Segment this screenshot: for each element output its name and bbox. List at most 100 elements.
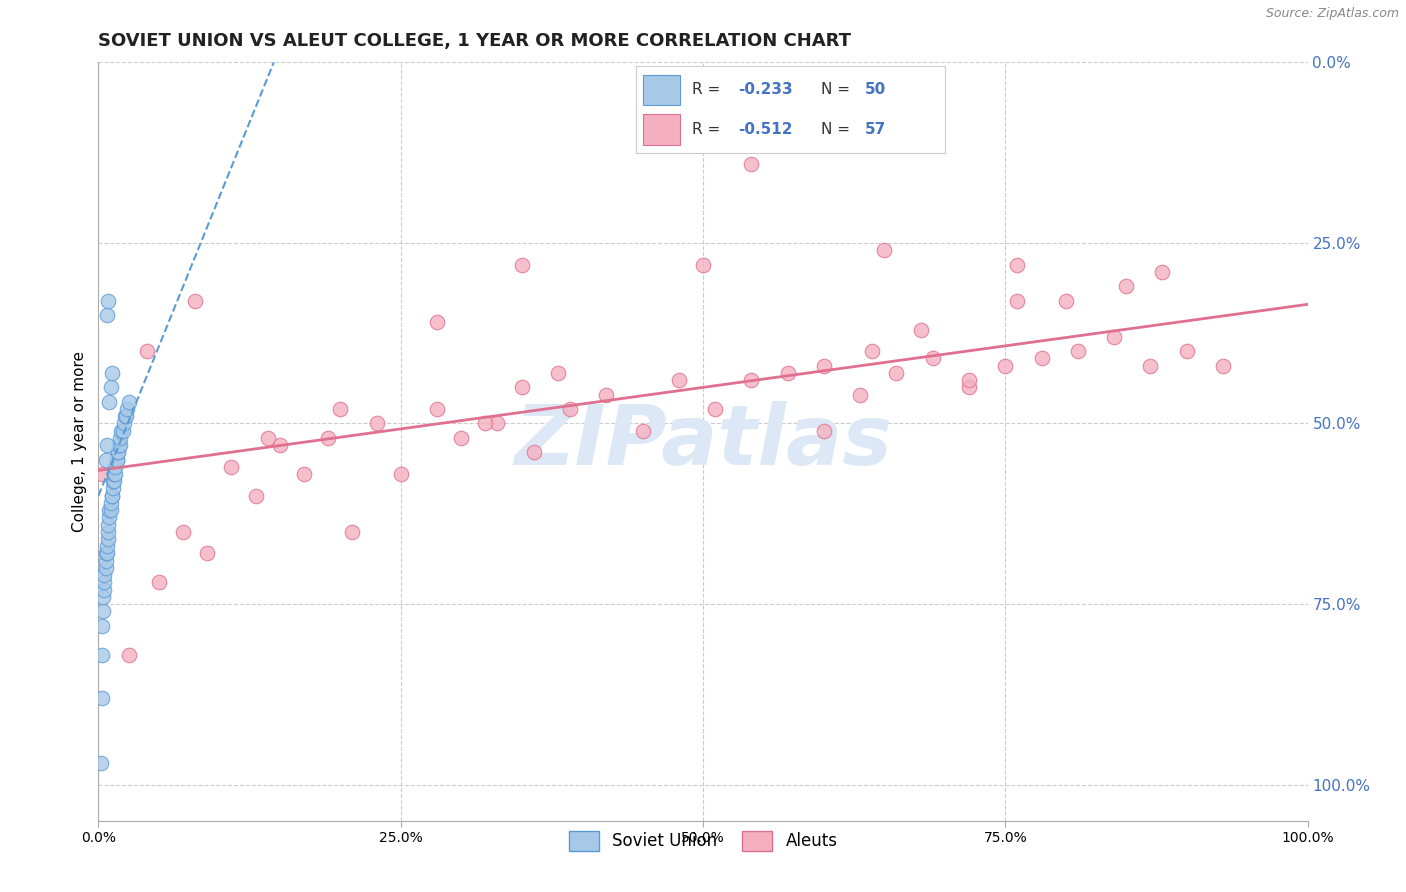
Point [1054,293,1077,308]
Point [510,380,533,394]
Point [96,308,118,322]
Point [94,452,117,467]
Point [426,315,449,329]
Point [510,258,533,272]
Point [93,568,115,582]
Point [329,402,352,417]
Point [100,380,122,394]
Point [97,293,120,308]
Point [96,546,118,560]
Point [97,532,120,546]
Point [112,417,135,431]
Point [98,503,121,517]
Point [813,424,835,438]
Point [184,293,207,308]
Point [256,431,278,445]
Point [1175,344,1198,359]
Point [547,366,569,380]
Point [101,475,124,489]
Point [148,575,170,590]
Point [740,373,762,387]
Point [692,258,714,272]
Point [100,366,122,380]
Point [94,554,117,568]
Point [96,438,118,452]
Point [860,344,883,359]
Point [114,409,136,424]
Point [292,467,315,481]
Point [94,561,117,575]
Point [1067,344,1090,359]
Point [873,243,896,257]
Point [100,489,122,503]
Point [813,359,835,373]
Point [117,402,139,417]
Point [118,394,141,409]
Point [94,546,117,560]
Point [366,417,388,431]
Point [776,366,799,380]
Point [91,648,114,662]
Point [107,445,129,459]
Point [1212,359,1234,373]
Point [172,524,194,539]
Point [921,351,943,366]
Point [740,156,762,170]
Point [269,438,291,452]
Point [118,648,141,662]
Point [886,366,908,380]
Point [342,524,364,539]
Point [98,394,121,409]
Point [91,604,114,618]
Point [115,409,138,424]
Point [994,359,1017,373]
Point [135,344,157,359]
Point [108,438,131,452]
Point [90,756,112,770]
Point [957,373,980,387]
Text: ZIPatlas: ZIPatlas [515,401,891,482]
Point [105,452,128,467]
Point [1115,279,1137,293]
Point [98,510,121,524]
Point [103,475,125,489]
Point [245,489,267,503]
Point [91,467,114,481]
Text: SOVIET UNION VS ALEUT COLLEGE, 1 YEAR OR MORE CORRELATION CHART: SOVIET UNION VS ALEUT COLLEGE, 1 YEAR OR… [98,32,852,50]
Point [96,539,118,553]
Point [104,467,127,481]
Point [595,387,617,401]
Legend: Soviet Union, Aleuts: Soviet Union, Aleuts [562,824,844,858]
Point [100,489,122,503]
Point [389,467,412,481]
Point [1031,351,1053,366]
Point [100,496,122,510]
Point [221,459,243,474]
Point [195,546,218,560]
Point [108,431,131,445]
Point [101,482,124,496]
Point [1152,265,1174,279]
Point [1139,359,1161,373]
Point [704,402,727,417]
Point [103,467,125,481]
Point [668,373,690,387]
Point [486,417,509,431]
Point [910,323,932,337]
Point [957,380,980,394]
Text: Source: ZipAtlas.com: Source: ZipAtlas.com [1265,7,1399,21]
Point [105,452,128,467]
Point [523,445,546,459]
Point [108,438,131,452]
Point [1007,293,1029,308]
Point [849,387,872,401]
Point [1102,330,1125,344]
Point [93,575,115,590]
Point [93,582,115,597]
Point [1007,258,1029,272]
Point [450,431,472,445]
Point [426,402,449,417]
Point [97,517,120,532]
Point [91,690,114,705]
Point [316,431,339,445]
